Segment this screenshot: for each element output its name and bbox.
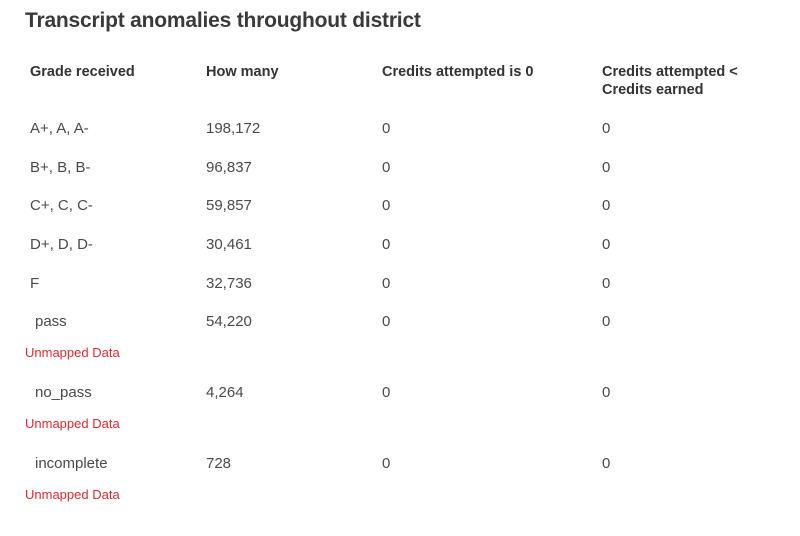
table-row: incomplete 728 0 0: [0, 454, 800, 474]
attempted-lt-earned-cell: 0: [602, 197, 611, 214]
grade-cell: C+, C, C-: [30, 197, 93, 214]
grade-cell: F: [30, 275, 40, 292]
grade-cell: incomplete: [35, 455, 108, 472]
count-cell: 59,857: [206, 197, 252, 214]
unmapped-data-note: Unmapped Data: [25, 487, 120, 502]
table-row: B+, B, B- 96,837 0 0: [0, 158, 800, 178]
attempted-zero-cell: 0: [382, 455, 391, 472]
table-row: C+, C, C- 59,857 0 0: [0, 196, 800, 216]
table-row: no_pass 4,264 0 0: [0, 383, 800, 403]
attempted-zero-cell: 0: [382, 236, 391, 253]
unmapped-data-note: Unmapped Data: [25, 345, 120, 360]
attempted-lt-earned-cell: 0: [602, 455, 611, 472]
grade-cell: A+, A, A-: [30, 120, 89, 137]
page-title: Transcript anomalies throughout district: [25, 9, 421, 32]
attempted-zero-cell: 0: [382, 159, 391, 176]
count-cell: 198,172: [206, 120, 261, 137]
grade-cell: D+, D, D-: [30, 236, 93, 253]
attempted-zero-cell: 0: [382, 197, 391, 214]
attempted-lt-earned-cell: 0: [602, 313, 611, 330]
table-row: pass 54,220 0 0: [0, 312, 800, 332]
count-cell: 4,264: [206, 384, 244, 401]
unmapped-data-note: Unmapped Data: [25, 416, 120, 431]
count-cell: 30,461: [206, 236, 252, 253]
count-cell: 32,736: [206, 275, 252, 292]
header-credits-attempted-zero: Credits attempted is 0: [382, 64, 534, 80]
attempted-lt-earned-cell: 0: [602, 159, 611, 176]
attempted-lt-earned-cell: 0: [602, 384, 611, 401]
attempted-lt-earned-cell: 0: [602, 275, 611, 292]
attempted-zero-cell: 0: [382, 313, 391, 330]
attempted-zero-cell: 0: [382, 384, 391, 401]
table-row: D+, D, D- 30,461 0 0: [0, 235, 800, 255]
attempted-zero-cell: 0: [382, 120, 391, 137]
grade-cell: pass: [35, 313, 67, 330]
grade-cell: B+, B, B-: [30, 159, 91, 176]
attempted-lt-earned-cell: 0: [602, 120, 611, 137]
count-cell: 96,837: [206, 159, 252, 176]
table-row: A+, A, A- 198,172 0 0: [0, 119, 800, 139]
count-cell: 728: [206, 455, 232, 472]
count-cell: 54,220: [206, 313, 252, 330]
header-grade-received: Grade received: [30, 64, 135, 80]
grade-cell: no_pass: [35, 384, 92, 401]
attempted-zero-cell: 0: [382, 275, 391, 292]
table-row: F 32,736 0 0: [0, 274, 800, 294]
attempted-lt-earned-cell: 0: [602, 236, 611, 253]
header-how-many: How many: [206, 64, 279, 80]
header-credits-attempted-lt-earned: Credits attempted < Credits earned: [602, 64, 738, 98]
